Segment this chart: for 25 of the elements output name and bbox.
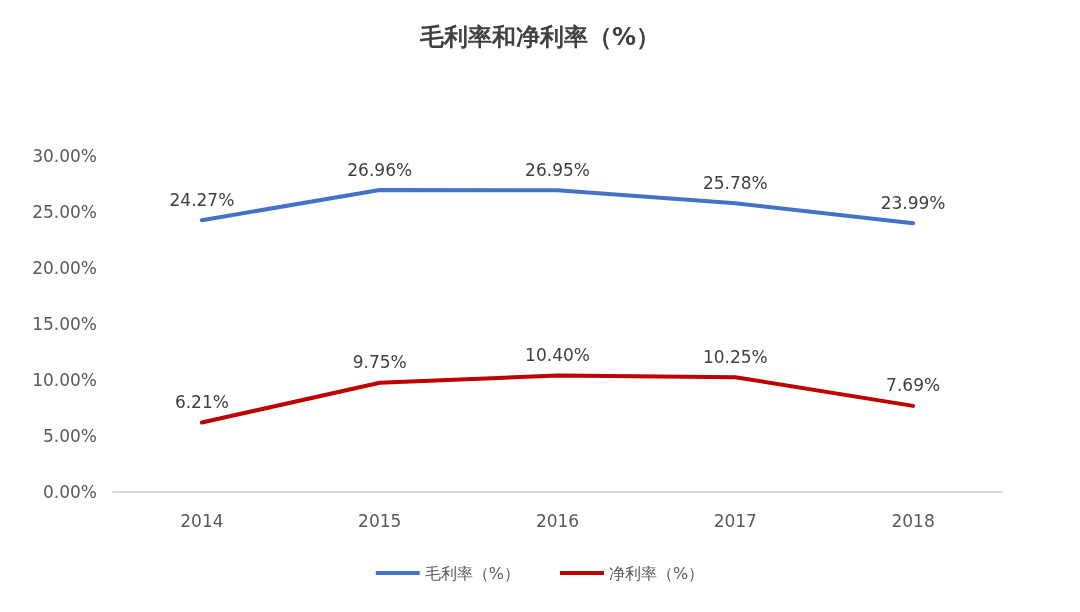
y-tick-label: 0.00% [42,482,97,502]
y-tick-label: 25.00% [32,202,97,222]
data-label: 24.27% [169,189,235,210]
x-tick-label: 2018 [891,510,935,531]
x-tick-label: 2017 [713,510,757,531]
legend-label: 毛利率（%） [424,563,520,583]
data-label: 10.40% [525,345,590,366]
data-label: 10.25% [702,346,768,367]
y-tick-label: 10.00% [32,370,97,390]
data-label: 6.21% [174,391,229,412]
data-label: 25.78% [702,172,768,193]
x-tick-label: 2014 [180,510,224,531]
x-tick-label: 2015 [358,510,402,531]
data-label: 9.75% [352,352,407,373]
y-tick-label: 30.00% [32,146,97,166]
data-label: 23.99% [880,192,946,213]
y-tick-label: 15.00% [32,314,97,334]
y-tick-label: 5.00% [42,426,97,446]
legend-label: 净利率（%） [609,563,705,583]
chart-title: 毛利率和净利率（%） [418,23,661,51]
y-tick-label: 20.00% [32,258,97,278]
x-tick-label: 2016 [535,510,580,531]
data-label: 26.95% [525,159,590,180]
data-label: 7.69% [886,375,941,396]
data-label: 26.96% [347,159,413,180]
